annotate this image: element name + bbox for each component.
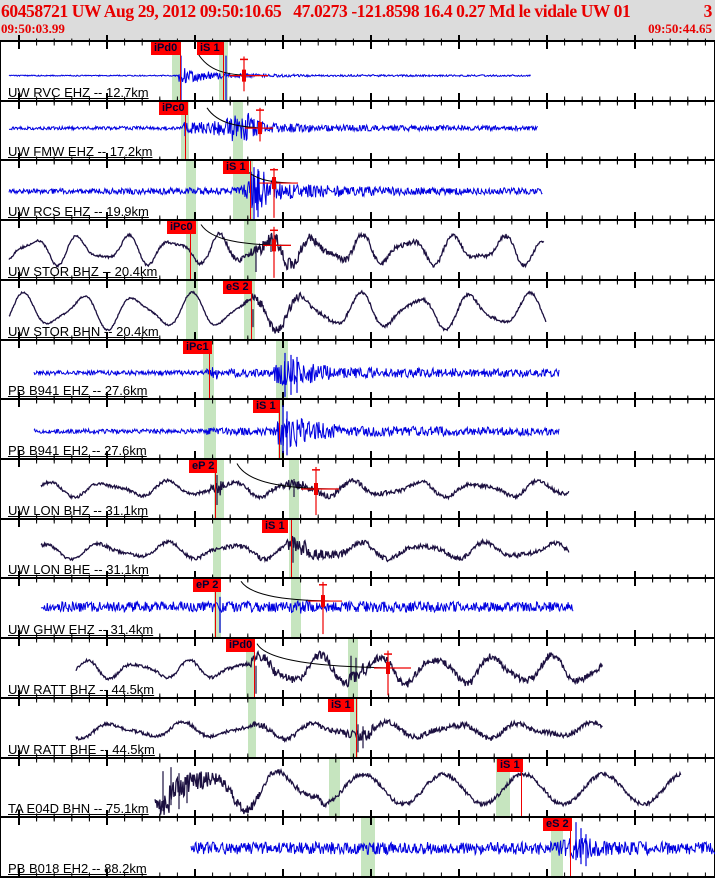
waveform[interactable] (1, 818, 715, 876)
waveform[interactable] (1, 341, 715, 399)
trace-label: PB B941 EHZ -- 27.6km (8, 383, 148, 399)
pick-time-line[interactable] (209, 340, 210, 399)
waveform[interactable] (1, 400, 715, 458)
pick-flag[interactable]: eP 2 (189, 460, 218, 474)
pick-time-line[interactable] (279, 400, 280, 459)
trace-panel[interactable]: iPc0 UW STOR BHZ -- 20.4km (1, 214, 715, 287)
waveform[interactable] (1, 221, 715, 279)
pick-flag[interactable]: iPd0 (151, 42, 181, 55)
pick-flag[interactable]: iS 1 (223, 161, 249, 175)
window-start-time: 09:50:03.99 (1, 21, 65, 36)
trace-label: UW STOR BHZ -- 20.4km (8, 263, 158, 279)
pick-uncertainty-band (289, 519, 299, 578)
pick-uncertainty-band (278, 400, 284, 459)
trace-label: PB B941 EH2 -- 27.6km (8, 443, 147, 459)
pick-time-line[interactable] (190, 221, 191, 279)
trace-label: UW RATT BHE -- 44.5km (8, 741, 155, 757)
time-window-row: 09:50:03.99 09:50:44.65 (0, 21, 715, 36)
trace-count: 3 (703, 1, 713, 21)
trace-panel[interactable]: iS 1 UW RATT BHE -- 44.5km (1, 691, 715, 764)
pick-marks (256, 643, 412, 696)
event-summary: 60458721 UW Aug 29, 2012 09:50:10.65 47.… (1, 1, 631, 21)
trace-label: UW FMW EHZ -- 17.2km (8, 144, 153, 160)
pick-uncertainty-band (496, 758, 510, 817)
pick-flag[interactable]: iPc0 (167, 221, 196, 235)
trace-panel[interactable]: iS 1 UW RCS EHZ -- 19.9km (1, 154, 714, 227)
trace-panel[interactable]: iPd0 iS 1 UW RVC EHZ -- 12.7km (1, 35, 715, 107)
waveform[interactable] (1, 42, 715, 100)
pick-time-line[interactable] (254, 639, 255, 697)
pick-time-line[interactable] (223, 42, 224, 100)
pick-time-line[interactable] (250, 161, 251, 220)
trace-label: TA E04D BHN -- 75.1km (8, 801, 149, 817)
pick-flag[interactable]: iPd0 (226, 639, 256, 653)
pick-uncertainty-band (361, 818, 375, 877)
trace-panel[interactable]: iS 1 PB B941 EH2 -- 27.6km (1, 393, 715, 466)
trace-panel[interactable]: eS 2 PB B018 EH2 -- 88.2km (1, 811, 715, 878)
waveform[interactable] (1, 699, 715, 757)
waveform[interactable] (1, 520, 715, 578)
trace-label: UW STOR BHN -- 20.4km (8, 323, 159, 339)
pick-time-line[interactable] (215, 460, 216, 518)
waveform[interactable] (1, 759, 715, 817)
pick-flag[interactable]: iS 1 (328, 698, 354, 712)
pick-marks (200, 224, 292, 278)
trace-panel[interactable]: iPc0 UW FMW EHZ -- 17.2km (1, 94, 714, 167)
trace-label: UW GHW EHZ -- 31.4km (8, 622, 154, 638)
pick-uncertainty-band (172, 42, 180, 100)
pick-flag[interactable]: eP 2 (193, 579, 222, 593)
pick-time-line[interactable] (291, 519, 292, 578)
pick-marks (236, 463, 340, 516)
pick-flag[interactable]: iS 1 (497, 758, 523, 772)
trace-label: UW RCS EHZ -- 19.9km (8, 204, 149, 220)
event-header: 60458721 UW Aug 29, 2012 09:50:10.65 47.… (0, 0, 715, 40)
pick-uncertainty-band (348, 639, 358, 697)
pick-uncertainty-band (246, 639, 254, 697)
pick-flag[interactable]: iPc1 (183, 340, 212, 354)
trace-label: UW RVC EHZ -- 12.7km (8, 84, 149, 100)
pick-time-line[interactable] (215, 579, 216, 638)
pick-time-line[interactable] (521, 758, 522, 817)
trace-label: UW LON BHZ -- 31.1km (8, 502, 149, 518)
pick-flag[interactable]: iS 1 (262, 519, 288, 533)
trace-list: iPd0 iS 1 UW RVC EHZ -- 12.7km iPc0 UW FMW E… (0, 35, 715, 878)
waveform[interactable] (1, 281, 715, 339)
pick-uncertainty-band (214, 579, 221, 638)
pick-uncertainty-band (248, 698, 256, 757)
trace-panel[interactable]: iS 1 TA E04D BHN -- 75.1km (1, 751, 715, 824)
pick-uncertainty-band (244, 221, 256, 279)
pick-time-line[interactable] (185, 101, 186, 160)
trace-panel[interactable]: iPc1 PB B941 EHZ -- 27.6km (1, 333, 715, 406)
event-summary-row: 60458721 UW Aug 29, 2012 09:50:10.65 47.… (0, 0, 715, 21)
trace-panel[interactable]: eS 2 UW STOR BHN -- 20.4km (1, 273, 715, 346)
pick-uncertainty-band (350, 698, 358, 757)
pick-uncertainty-band (186, 221, 198, 279)
pick-time-line[interactable] (570, 818, 571, 877)
window-end-time: 09:50:44.65 (648, 21, 712, 36)
pick-marks (206, 107, 274, 142)
pick-marks (240, 581, 343, 635)
trace-label: PB B018 EH2 -- 88.2km (8, 861, 147, 877)
trace-panel[interactable]: iPd0 UW RATT BHZ -- 44.5km (1, 632, 715, 705)
pick-uncertainty-band (329, 758, 340, 817)
pick-marks (197, 53, 268, 92)
waveform[interactable] (1, 639, 715, 697)
pick-uncertainty-band (244, 280, 255, 339)
pick-flag[interactable]: iS 1 (253, 400, 279, 414)
pick-time-line[interactable] (356, 698, 357, 757)
pick-flag[interactable]: eS 2 (223, 280, 252, 294)
pick-flag[interactable]: iPc0 (159, 101, 188, 115)
pick-time-line[interactable] (251, 280, 252, 339)
pick-time-line[interactable] (180, 42, 181, 100)
trace-panel[interactable]: eP 2 UW GHW EHZ -- 31.4km (1, 572, 714, 645)
pick-flag[interactable]: iS 1 (197, 42, 223, 55)
trace-label: UW RATT BHZ -- 44.5km (8, 681, 155, 697)
pick-flag[interactable]: eS 2 (543, 818, 572, 832)
trace-label: UW LON BHE -- 31.1km (8, 562, 149, 578)
trace-panel[interactable]: eP 2 UW LON BHZ -- 31.1km (1, 453, 714, 526)
trace-panel[interactable]: iS 1 UW LON BHE -- 31.1km (1, 512, 715, 585)
